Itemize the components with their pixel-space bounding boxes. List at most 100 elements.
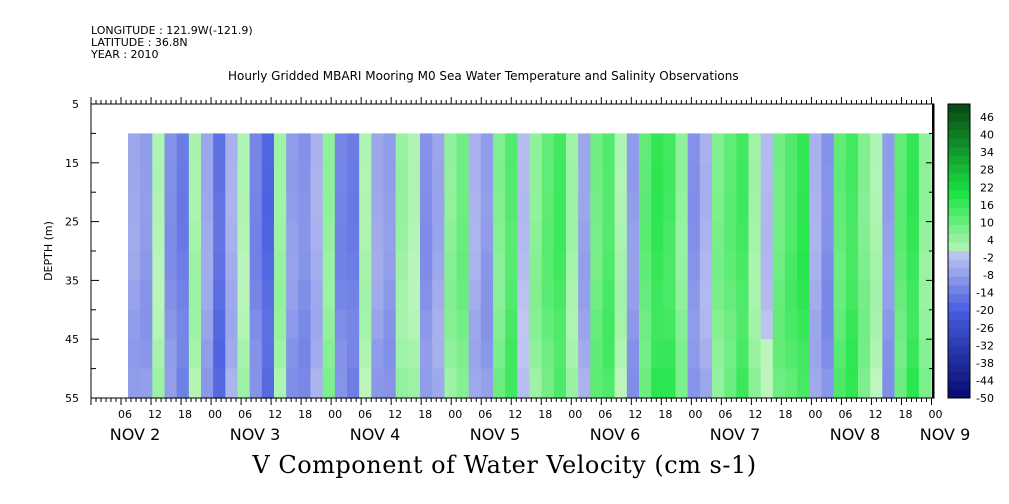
heatmap-cell: [687, 162, 701, 193]
heatmap-cell: [809, 162, 823, 193]
y-tick-label: 55: [65, 392, 79, 405]
heatmap-cell: [760, 280, 774, 311]
heatmap-cell: [468, 221, 482, 252]
heatmap-cell: [590, 192, 604, 223]
heatmap-cell: [760, 162, 774, 193]
heatmap-cell: [517, 192, 531, 223]
heatmap-cell: [359, 280, 372, 311]
heatmap-cell: [432, 368, 445, 399]
heatmap-cell: [261, 368, 275, 399]
colorbar-tick-label: 22: [980, 181, 994, 194]
heatmap-cell: [675, 162, 689, 193]
heatmap-cell: [541, 133, 555, 164]
heatmap-cell: [553, 368, 567, 399]
heatmap-cell: [614, 251, 628, 281]
heatmap-cell: [517, 368, 531, 399]
heatmap-cell: [882, 192, 896, 223]
x-day-label: NOV 8: [830, 425, 881, 444]
heatmap-cell: [821, 192, 835, 223]
x-hour-label: 12: [868, 408, 882, 421]
x-day-label: NOV 6: [590, 425, 641, 444]
heatmap-cell: [383, 133, 397, 164]
heatmap-cell: [663, 251, 677, 281]
heatmap-cell: [176, 339, 190, 370]
heatmap-cell: [347, 221, 360, 252]
x-hour-label: 00: [328, 408, 342, 421]
heatmap-cell: [699, 280, 713, 311]
heatmap-cell: [371, 133, 385, 164]
heatmap-cell: [298, 309, 312, 340]
heatmap-cell: [383, 192, 397, 223]
heatmap-cell: [249, 251, 263, 281]
heatmap-cell: [334, 221, 348, 252]
heatmap-cell: [480, 162, 494, 193]
heatmap-cell: [699, 339, 713, 370]
heatmap-cell: [602, 162, 616, 193]
heatmap-cell: [261, 192, 275, 223]
heatmap-cell: [298, 280, 312, 311]
heatmap-cell: [529, 339, 543, 370]
year-label: YEAR : 2010: [91, 48, 159, 61]
heatmap-cell: [918, 280, 932, 311]
heatmap-cell: [712, 309, 725, 340]
heatmap-cell: [249, 339, 263, 370]
heatmap-cell: [845, 251, 859, 281]
heatmap-cell: [444, 192, 458, 223]
x-hour-label: 00: [208, 408, 222, 421]
heatmap-cell: [493, 251, 506, 281]
heatmap-cell: [359, 339, 372, 370]
heatmap-cell: [760, 309, 774, 340]
heatmap-cell: [347, 162, 360, 193]
heatmap-cell: [553, 280, 567, 311]
heatmap-cell: [334, 133, 348, 164]
heatmap-cell: [870, 133, 883, 164]
heatmap-cell: [188, 280, 202, 311]
heatmap-cell: [687, 280, 701, 311]
heatmap-cell: [286, 133, 299, 164]
heatmap-cell: [541, 251, 555, 281]
heatmap-cell: [809, 339, 823, 370]
heatmap-cell: [432, 162, 445, 193]
colorbar-swatch: [948, 259, 970, 269]
heatmap-cell: [906, 309, 920, 340]
heatmap-cell: [517, 162, 531, 193]
heatmap-cell: [456, 368, 470, 399]
heatmap-cell: [407, 221, 421, 252]
heatmap-cell: [870, 251, 883, 281]
x-day-label: NOV 7: [710, 425, 761, 444]
heatmap-cell: [590, 339, 604, 370]
heatmap-cell: [201, 192, 214, 223]
heatmap-cell: [407, 339, 421, 370]
heatmap-cell: [286, 221, 299, 252]
heatmap-cell: [882, 339, 896, 370]
heatmap-cell: [541, 309, 555, 340]
heatmap-cell: [736, 251, 750, 281]
heatmap-cell: [724, 192, 737, 223]
heatmap-cell: [213, 192, 226, 223]
heatmap-cell: [639, 221, 652, 252]
heatmap-cell: [188, 221, 202, 252]
heatmap-cell: [420, 309, 433, 340]
heatmap-cell: [602, 133, 616, 164]
heatmap-cell: [639, 280, 652, 311]
heatmap-cell: [809, 309, 823, 340]
heatmap-cell: [444, 368, 458, 399]
heatmap-cell: [553, 192, 567, 223]
heatmap-cell: [152, 251, 166, 281]
heatmap-cell: [748, 368, 762, 399]
heatmap-cell: [152, 192, 166, 223]
heatmap-cell: [858, 368, 871, 399]
heatmap-cell: [724, 368, 737, 399]
heatmap-cell: [164, 133, 178, 164]
heatmap-cell: [772, 280, 786, 311]
heatmap-cell: [712, 133, 725, 164]
heatmap-cell: [201, 309, 214, 340]
heatmap-cell: [541, 162, 555, 193]
heatmap-cell: [809, 280, 823, 311]
heatmap-cell: [651, 221, 664, 252]
heatmap-cell: [602, 368, 616, 399]
heatmap-cell: [785, 339, 798, 370]
heatmap-cell: [225, 192, 239, 223]
heatmap-cell: [140, 133, 153, 164]
heatmap-cell: [541, 368, 555, 399]
